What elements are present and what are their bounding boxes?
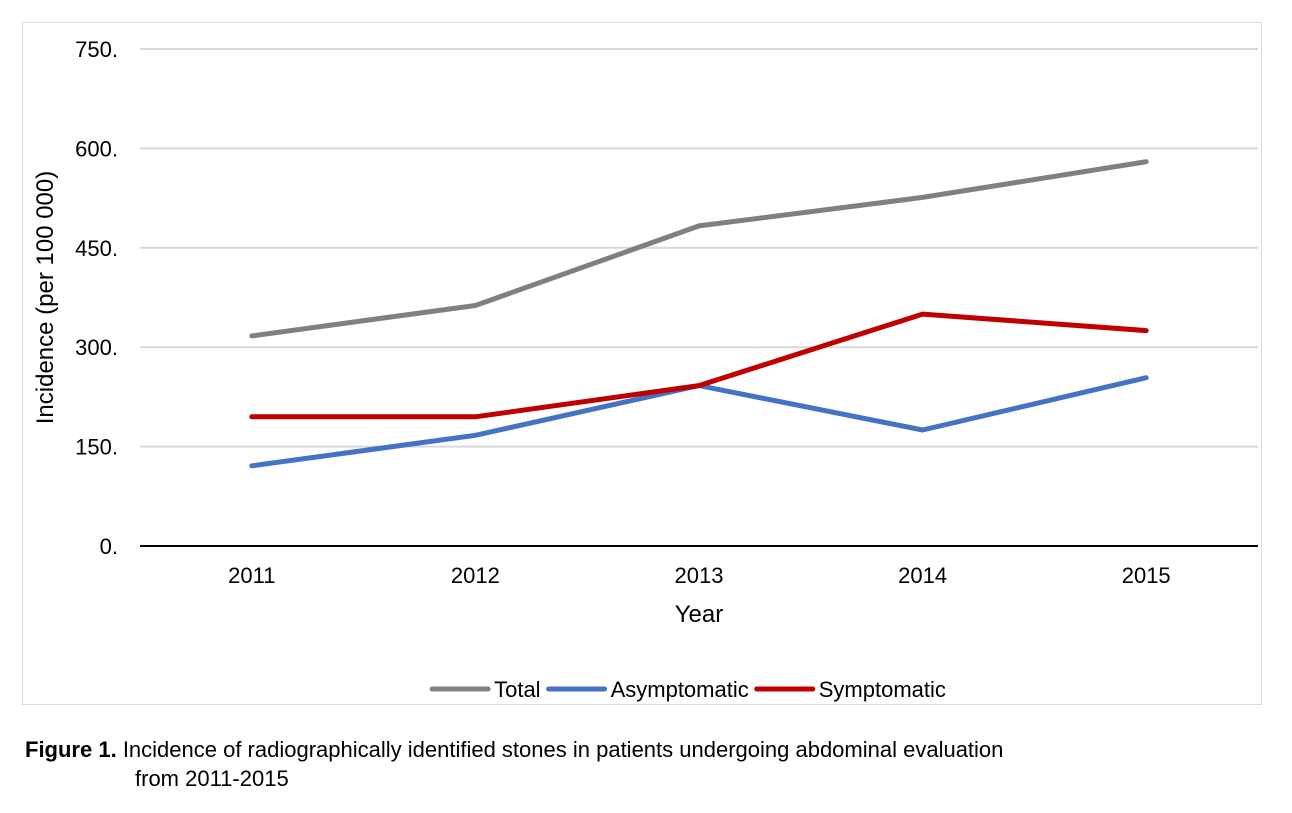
y-tick-labels: 0. 150. 300. 450. 600. 750. [75,37,118,559]
y-axis-title: Incidence (per 100 000) [32,171,59,425]
caption-label: Figure 1. [25,737,117,762]
y-tick-label: 750. [75,37,118,62]
x-tick-label: 2013 [675,563,724,588]
y-tick-label: 150. [75,435,118,460]
x-tick-labels: 2011 2012 2013 2014 2015 [228,563,1171,588]
x-tick-label: 2015 [1122,563,1171,588]
y-tick-label: 450. [75,236,118,261]
legend-label-asymptomatic: Asymptomatic [611,677,749,702]
figure-caption: Figure 1. Incidence of radiographically … [25,735,1225,793]
y-tick-label: 0. [100,534,118,559]
x-tick-label: 2012 [451,563,500,588]
series-lines [249,159,1149,469]
series-line-symptomatic [249,311,1149,420]
chart-frame [22,22,1262,705]
caption-text-line1: Incidence of radiographically identified… [122,737,1004,762]
legend-label-total: Total [494,677,540,702]
x-axis-title: Year [675,601,724,628]
x-tick-label: 2014 [898,563,947,588]
series-line-total [249,159,1149,339]
line-chart: 0.150.300.450.600.750. 2011 2012 2013 2014 2… [32,37,1258,702]
legend-label-symptomatic: Symptomatic [819,677,946,702]
legend: Total Asymptomatic Symptomatic [429,677,946,702]
series-line-asymptomatic [249,375,1149,469]
x-tick-label: 2011 [228,563,275,588]
gridlines [140,48,1258,448]
y-tick-label: 300. [75,335,118,360]
y-tick-label: 600. [75,136,118,161]
caption-text-line2: from 2011-2015 [135,766,289,791]
